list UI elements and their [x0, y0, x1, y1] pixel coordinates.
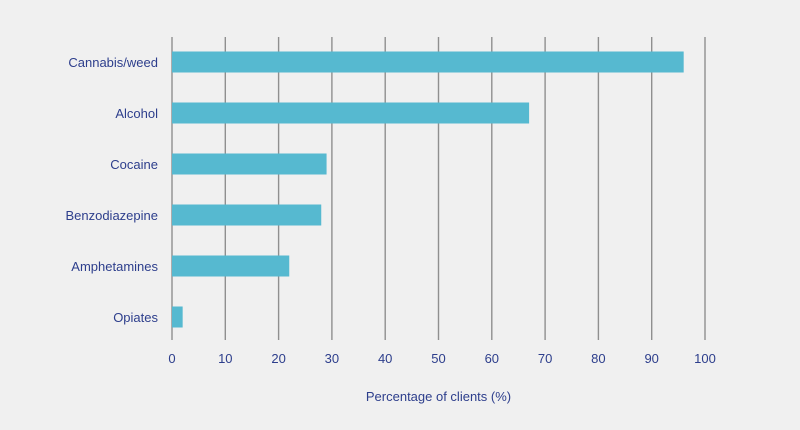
x-tick-label: 60 [485, 351, 499, 366]
bar-alcohol [172, 102, 530, 124]
category-label: Alcohol [115, 106, 158, 121]
category-label: Cannabis/weed [68, 55, 158, 70]
category-label: Opiates [113, 310, 158, 325]
bar-amphetamines [172, 255, 290, 277]
x-tick-label: 80 [591, 351, 605, 366]
x-tick-label: 10 [218, 351, 232, 366]
category-label: Cocaine [110, 157, 158, 172]
x-tick-label: 30 [325, 351, 339, 366]
x-tick-label: 70 [538, 351, 552, 366]
x-axis-title: Percentage of clients (%) [366, 389, 511, 404]
x-tick-label: 40 [378, 351, 392, 366]
x-tick-label: 20 [271, 351, 285, 366]
x-tick-label: 100 [694, 351, 716, 366]
category-label: Benzodiazepine [65, 208, 158, 223]
x-tick-label: 0 [168, 351, 175, 366]
bars [172, 51, 684, 328]
x-tick-label: 50 [431, 351, 445, 366]
x-tick-labels: 0 10 20 30 40 50 60 70 80 90 100 [168, 351, 715, 366]
bar-cannabis-weed [172, 51, 684, 73]
category-label: Amphetamines [71, 259, 158, 274]
bar-opiates [172, 306, 183, 328]
category-labels: Cannabis/weed Alcohol Cocaine Benzodiazepin… [65, 55, 158, 325]
gridlines [171, 37, 706, 340]
x-tick-label: 90 [644, 351, 658, 366]
bar-benzodiazepine [172, 204, 322, 226]
bar-cocaine [172, 153, 327, 175]
